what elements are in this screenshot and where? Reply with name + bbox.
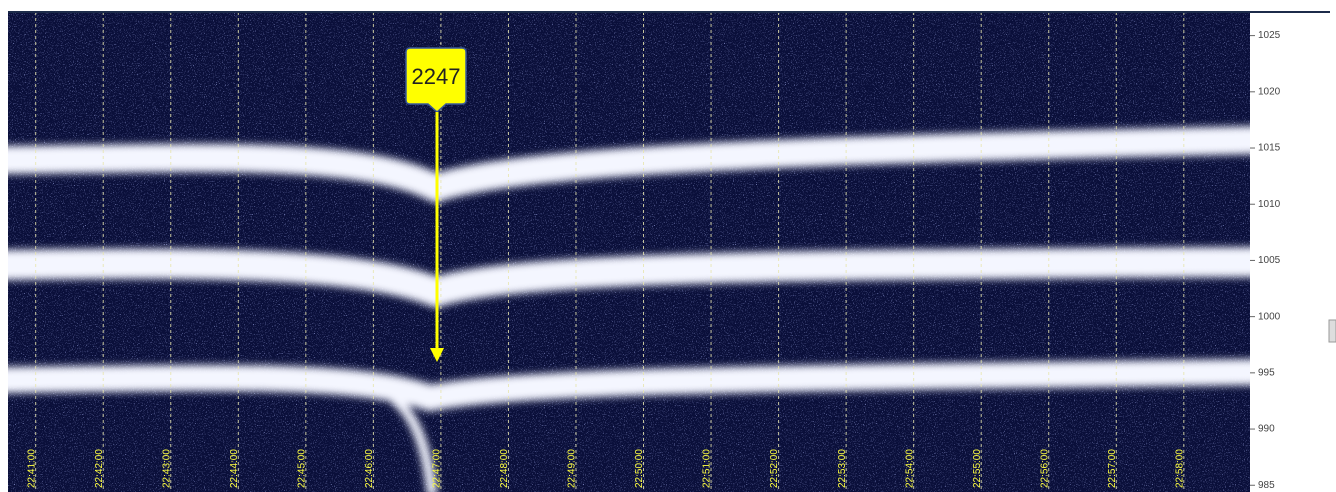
y-tick-label: 1010 (1258, 199, 1281, 210)
x-tick-label: 22:43:00 (161, 449, 172, 488)
x-tick-label: 22:44:00 (229, 449, 240, 488)
y-tick-label: 985 (1258, 480, 1275, 491)
plot-area: 22:41:00 22:42:00 22:43:00 22:44:00 22:45:00… (8, 12, 1250, 492)
x-tick-label: 22:48:00 (499, 449, 510, 488)
y-tick-label: 1005 (1258, 255, 1281, 266)
trace (8, 126, 1250, 204)
scrollbar-thumb[interactable] (1328, 319, 1336, 343)
x-tick-label: 22:57:00 (1107, 449, 1118, 488)
arrow-head (430, 348, 444, 362)
y-tick-label: 1015 (1258, 143, 1281, 154)
x-tick-label: 22:49:00 (567, 449, 578, 488)
trace (8, 247, 1250, 308)
x-tick-label: 22:41:00 (26, 449, 37, 488)
x-tick-label: 22:42:00 (94, 449, 105, 488)
x-tick-label: 22:45:00 (296, 449, 307, 488)
x-tick-label: 22:51:00 (702, 449, 713, 488)
y-tick-label: 1025 (1258, 30, 1281, 41)
x-tick-label: 22:46:00 (364, 449, 375, 488)
y-tick-label: 995 (1258, 367, 1275, 378)
trace (390, 395, 437, 492)
y-tick-label: 1020 (1258, 86, 1281, 97)
annotation: 2247 (412, 64, 461, 89)
callout: 2247 (405, 47, 467, 362)
x-tick-label: 22:52:00 (769, 449, 780, 488)
x-tick-label: 22:54:00 (904, 449, 915, 488)
x-tick-label: 22:58:00 (1174, 449, 1185, 488)
trace (8, 359, 1250, 412)
x-tick-label: 22:53:00 (837, 449, 848, 488)
x-tick-label: 22:47:00 (432, 449, 443, 488)
y-tick-label: 990 (1258, 424, 1275, 435)
axis-panel (1250, 12, 1330, 492)
y-tick-label: 1000 (1258, 311, 1281, 322)
x-tick-label: 22:50:00 (634, 449, 645, 488)
x-tick-label: 22:55:00 (972, 449, 983, 488)
x-tick-label: 22:56:00 (1039, 449, 1050, 488)
callout-box (405, 47, 467, 114)
